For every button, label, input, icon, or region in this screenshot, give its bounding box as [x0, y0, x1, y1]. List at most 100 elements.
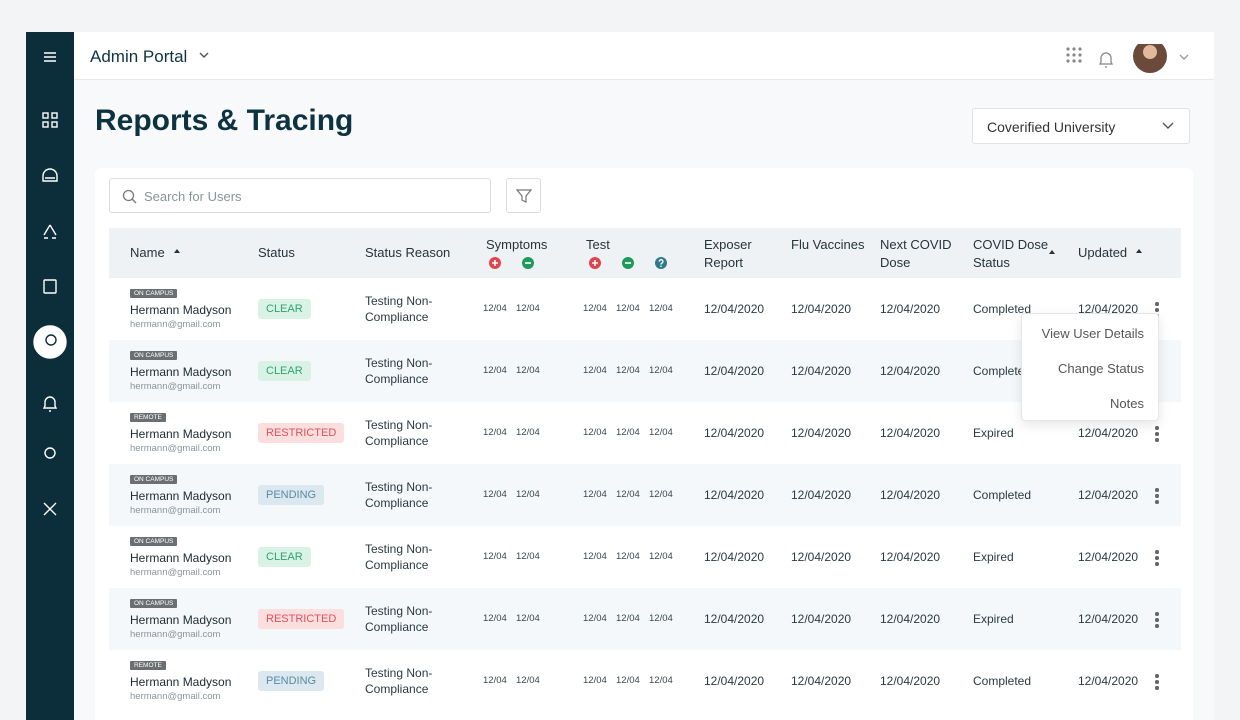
next-dose-date: 12/04/2020: [880, 612, 941, 626]
reports-icon[interactable]: [43, 279, 57, 294]
status-badge: CLEAR: [258, 361, 311, 381]
symptom-date: 12/04: [516, 427, 540, 438]
minus-icon: [622, 257, 634, 269]
row-actions[interactable]: [1153, 672, 1161, 690]
tools-icon[interactable]: [43, 502, 57, 516]
test-date: 12/04: [583, 551, 607, 562]
sort-arrow[interactable]: [1136, 249, 1142, 253]
test-date: 12/04: [616, 303, 640, 314]
flu-date: 12/04/2020: [791, 488, 852, 502]
symptom-date: 12/04: [483, 365, 507, 376]
exposer-date: 12/04/2020: [704, 488, 765, 502]
next-dose-date: 12/04/2020: [880, 674, 941, 688]
menu-icon[interactable]: [44, 52, 56, 62]
dose-status: Completed: [973, 364, 1032, 378]
symptom-date: 12/04: [483, 613, 507, 624]
search-box[interactable]: Search for Users: [109, 178, 491, 213]
apps-icon[interactable]: [1066, 47, 1082, 63]
page-title: Reports & Tracing: [95, 104, 354, 137]
flu-date: 12/04/2020: [791, 302, 852, 316]
dot: [1155, 432, 1159, 436]
user-name: Hermann Madyson: [130, 551, 232, 565]
dot: [1155, 680, 1159, 684]
test-date: 12/04: [583, 613, 607, 624]
sort-arrow[interactable]: [1049, 250, 1055, 254]
status-badge: PENDING: [258, 485, 325, 505]
symptom-date: 12/04: [516, 675, 540, 686]
flu-date: 12/04/2020: [791, 612, 852, 626]
users-icon[interactable]: [42, 168, 58, 182]
symptom-date: 12/04: [483, 675, 507, 686]
updated-date: 12/04/2020: [1078, 550, 1139, 564]
user-email: hermann@gmail.com: [130, 629, 221, 640]
dot: [1155, 562, 1159, 566]
minus-icon: [522, 257, 534, 269]
next-dose-date: 12/04/2020: [880, 488, 941, 502]
status-reason: Testing Non-Compliance: [365, 542, 433, 572]
status-badge: RESTRICTED: [258, 609, 345, 629]
column-header: Next COVID Dose: [880, 237, 952, 270]
avatar-chevron[interactable]: [1179, 54, 1189, 60]
active-nav[interactable]: [33, 325, 67, 359]
flu-date: 12/04/2020: [791, 550, 852, 564]
filter-button[interactable]: [506, 178, 541, 213]
dot: [1155, 618, 1159, 622]
column-header[interactable]: Name: [130, 245, 165, 260]
column-header: Test: [586, 237, 610, 252]
table-row[interactable]: ON CAMPUS Hermann Madyson hermann@gmail.co…: [109, 340, 1181, 402]
sidebar: [26, 32, 74, 720]
table-row[interactable]: REMOTE Hermann Madyson hermann@gmail.com PE…: [109, 650, 1181, 712]
dashboard-icon[interactable]: [42, 112, 58, 128]
test-date: 12/04: [649, 675, 673, 686]
avatar-face: [1143, 45, 1157, 59]
symptom-date: 12/04: [516, 613, 540, 624]
row-actions[interactable]: [1153, 610, 1161, 628]
status-badge: CLEAR: [258, 547, 311, 567]
test-date: 12/04: [583, 489, 607, 500]
table-row[interactable]: ON CAMPUS Hermann Madyson hermann@gmail.co…: [109, 588, 1181, 650]
table-card: Search for Users Name Status Status Reason…: [95, 168, 1193, 720]
user-name: Hermann Madyson: [130, 365, 232, 379]
settings-icon[interactable]: [44, 447, 56, 459]
menu-item[interactable]: Notes: [1110, 396, 1144, 411]
flu-date: 12/04/2020: [791, 426, 852, 440]
bell-icon[interactable]: [1098, 52, 1114, 68]
row-actions[interactable]: [1153, 486, 1161, 504]
user-name: Hermann Madyson: [130, 613, 232, 627]
test-date: 12/04: [649, 551, 673, 562]
app-switcher[interactable]: Admin Portal: [90, 47, 188, 66]
table-row[interactable]: ON CAMPUS Hermann Madyson hermann@gmail.co…: [109, 278, 1181, 340]
column-header[interactable]: Updated: [1078, 245, 1128, 260]
exposer-date: 12/04/2020: [704, 674, 765, 688]
table-row[interactable]: ON CAMPUS Hermann Madyson hermann@gmail.co…: [109, 464, 1181, 526]
row-menu: View User Details Change Status Notes: [1021, 313, 1159, 421]
dot: [1155, 494, 1159, 498]
test-date: 12/04: [616, 675, 640, 686]
org-select[interactable]: Coverified University: [972, 108, 1190, 144]
search-glass: [122, 189, 137, 204]
row-actions[interactable]: [1153, 548, 1161, 566]
menu-item[interactable]: Change Status: [1057, 361, 1144, 376]
exposer-date: 12/04/2020: [704, 302, 765, 316]
tracing-icon[interactable]: [43, 224, 57, 239]
table-row[interactable]: REMOTE Hermann Madyson hermann@gmail.com RE…: [109, 402, 1181, 464]
menu-item[interactable]: View User Details: [1041, 326, 1144, 341]
dose-status: Completed: [973, 488, 1032, 502]
dot: [1155, 674, 1159, 678]
user-name: Hermann Madyson: [130, 675, 232, 689]
dose-status: Completed: [973, 302, 1032, 316]
bell-nav-icon[interactable]: [42, 396, 58, 412]
test-date: 12/04: [616, 551, 640, 562]
updated-date: 12/04/2020: [1078, 302, 1139, 316]
user-email: hermann@gmail.com: [130, 319, 221, 330]
sort-arrow[interactable]: [174, 249, 180, 253]
dot: [1155, 426, 1159, 430]
dot: [1155, 500, 1159, 504]
user-email: hermann@gmail.com: [130, 567, 221, 578]
filter-icon: [516, 189, 532, 203]
row-actions[interactable]: [1153, 424, 1161, 442]
dot: [1155, 488, 1159, 492]
column-header[interactable]: COVID Dose Status: [973, 237, 1049, 270]
table-row[interactable]: ON CAMPUS Hermann Madyson hermann@gmail.co…: [109, 526, 1181, 588]
